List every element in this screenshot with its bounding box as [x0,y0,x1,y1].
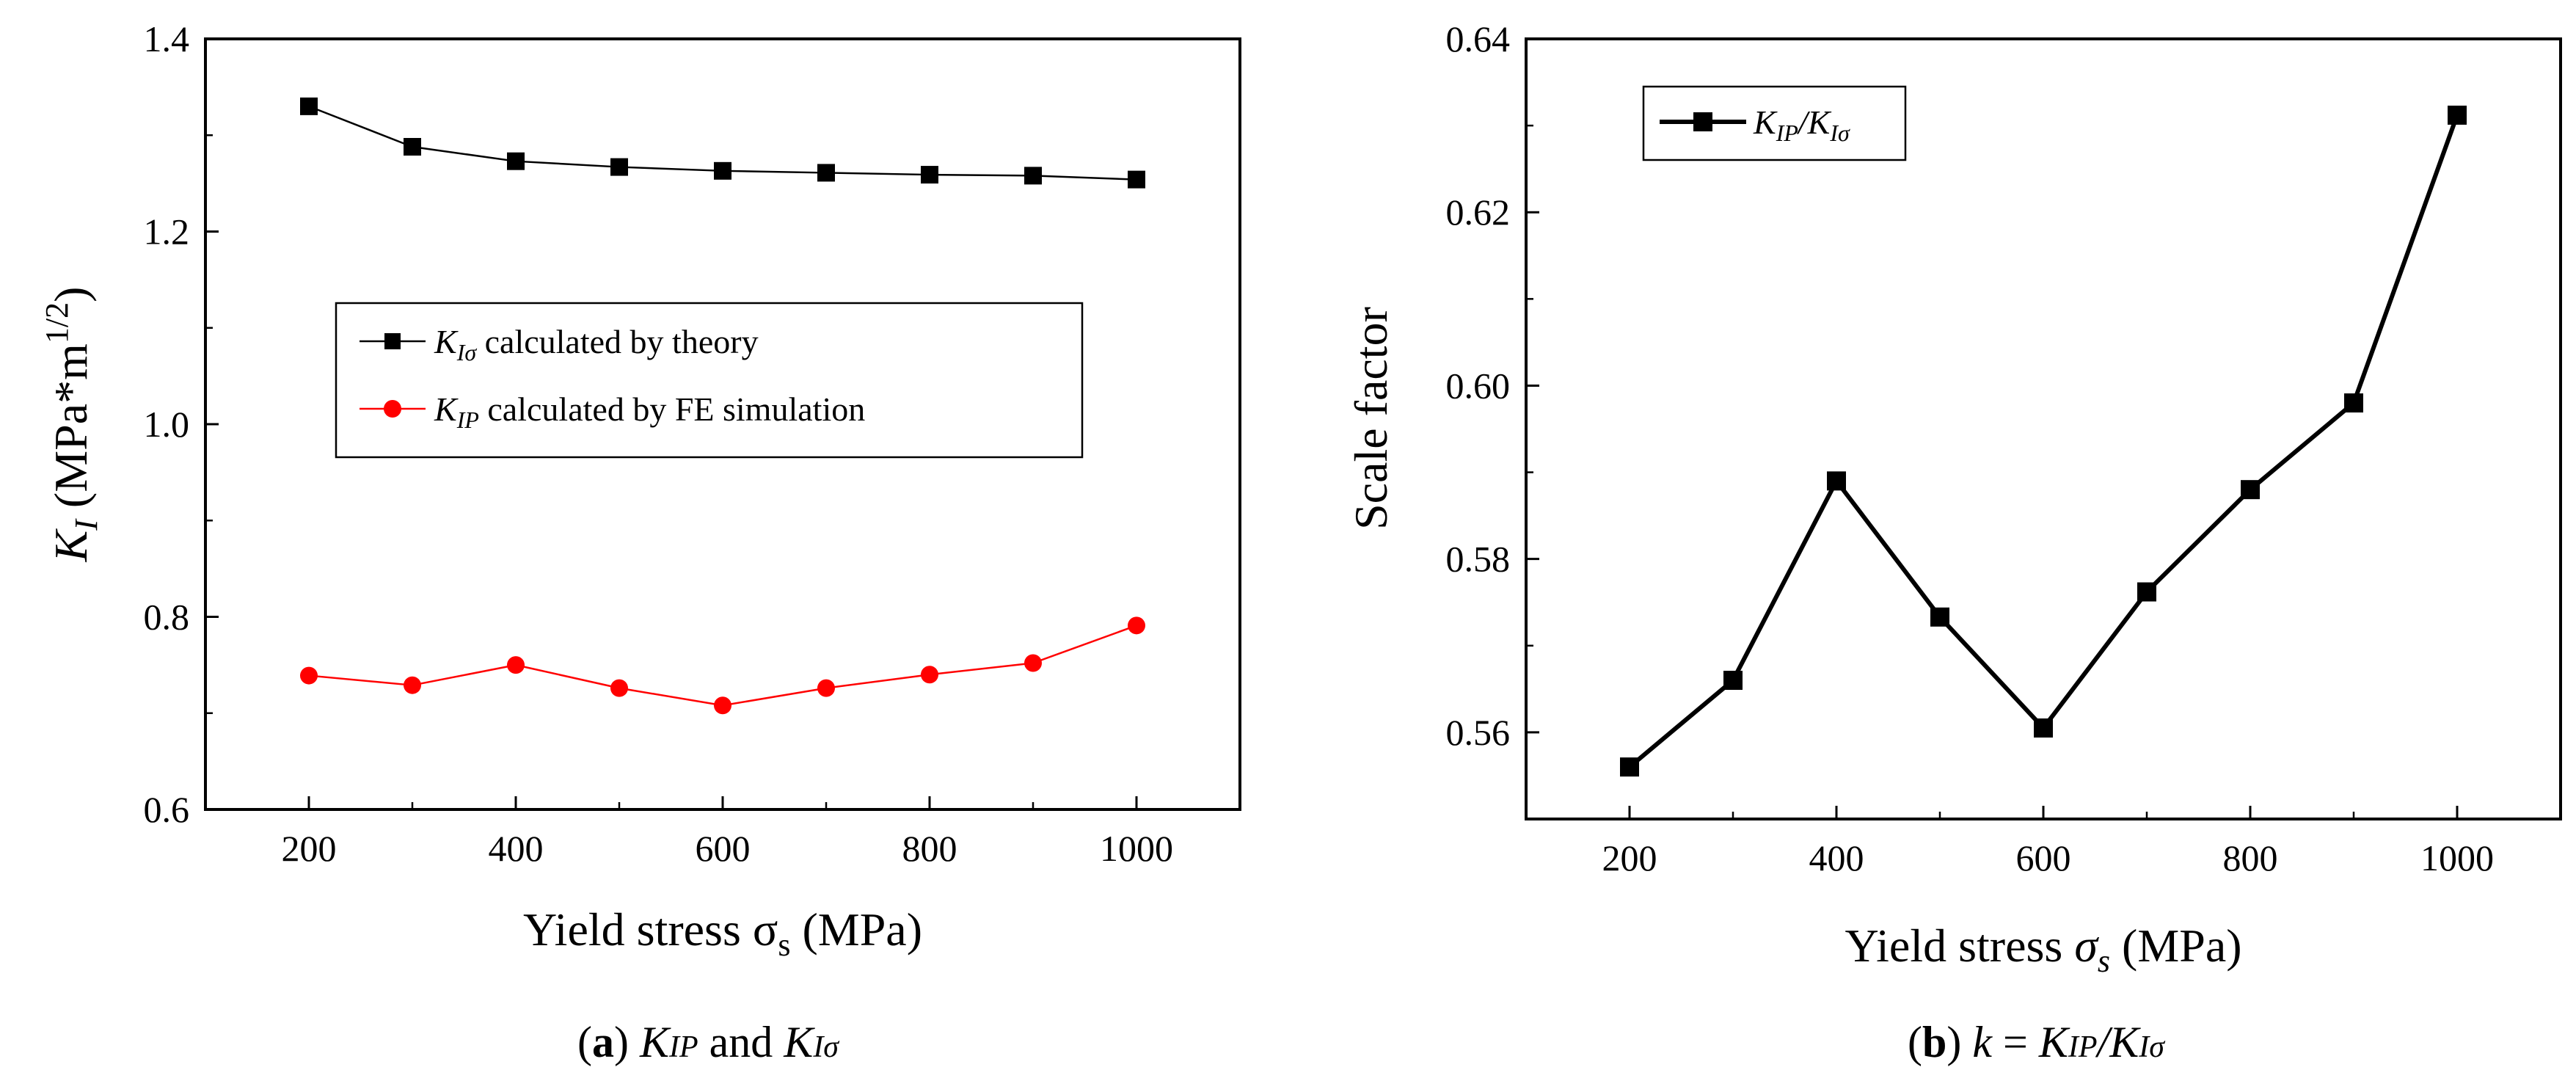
panel-b-xlabel: Yield stress σs (MPa) [1845,920,2241,979]
data-point [507,152,525,170]
x-tick-label: 600 [2016,837,2071,878]
data-point [2137,582,2156,602]
data-point [1827,471,1846,491]
x-tick-label: 800 [902,828,957,869]
legend-marker-square [1693,112,1712,131]
x-tick-label: 200 [1602,837,1657,878]
data-point [1930,607,1949,627]
y-tick-label: 0.62 [1446,192,1511,233]
data-point [1723,671,1743,691]
data-point [404,138,421,156]
panel-a-ylabel: KI (MPa*m1/2) [39,287,104,563]
data-point [1620,757,1639,777]
data-point [921,666,938,684]
panel-b-caption: (b) k = KIP/KIσ [1908,1018,2166,1066]
data-point [1024,167,1042,185]
panel-a-legend: KIσ calculated by theory KIP calculated … [335,302,1084,459]
data-point [1128,170,1145,189]
legend-label-fe: KIP calculated by FE simulation [434,390,865,433]
panel-a-xlabel: Yield stress σs (MPa) [523,903,922,963]
panel-a-legend-box [335,302,1084,459]
data-point [2448,105,2467,125]
data-point [1128,616,1145,635]
panel-a-caption: (a) KIP and KIσ [577,1018,840,1066]
x-tick-label: 1000 [2420,837,2494,878]
y-tick-label: 1.0 [144,404,190,445]
data-point [817,679,835,697]
data-point [507,656,525,674]
data-point [1024,654,1042,672]
data-point [714,161,731,180]
panel-b-legend: KIP/KIσ [1642,85,1907,161]
legend-marker-square [384,333,401,349]
y-tick-label: 0.8 [144,597,190,638]
x-tick-label: 800 [2223,837,2278,878]
y-tick-label: 0.56 [1446,712,1511,753]
data-point [404,676,421,694]
legend-marker-circle [384,400,401,418]
data-point [300,666,318,685]
y-tick-label: 1.4 [144,18,190,59]
y-tick-label: 0.60 [1446,365,1511,406]
y-tick-label: 0.58 [1446,539,1511,580]
data-point [2344,393,2363,413]
panel-b-ylabel: Scale factor [1345,307,1397,530]
x-tick-label: 400 [489,828,544,869]
series-line-0 [1628,114,2459,769]
x-tick-label: 1000 [1100,828,1173,869]
panel-b: 200 400 600 800 1000 0.56 0.58 0.60 0.62 0.64 Sca… [1345,18,2562,1066]
legend-label-theory: KIσ calculated by theory [434,323,759,365]
series-line-1 [308,625,1137,707]
x-tick-label: 400 [1809,837,1864,878]
data-point [921,166,938,184]
data-point [300,97,318,115]
x-tick-label: 600 [696,828,751,869]
data-point [2034,718,2053,738]
y-tick-label: 0.64 [1446,18,1511,59]
y-tick-label: 1.2 [144,211,190,252]
x-tick-label: 200 [282,828,337,869]
data-point [714,696,731,715]
legend-label-ratio: KIP/KIσ [1753,103,1850,146]
data-point [2241,480,2260,500]
data-point [610,679,628,697]
data-point [817,164,835,182]
y-tick-label: 0.6 [144,789,190,830]
panel-a: 200 400 600 800 1000 0.6 0.8 1.0 1.2 1.4 KI (MPa*… [39,18,1241,1066]
data-point [610,158,628,176]
